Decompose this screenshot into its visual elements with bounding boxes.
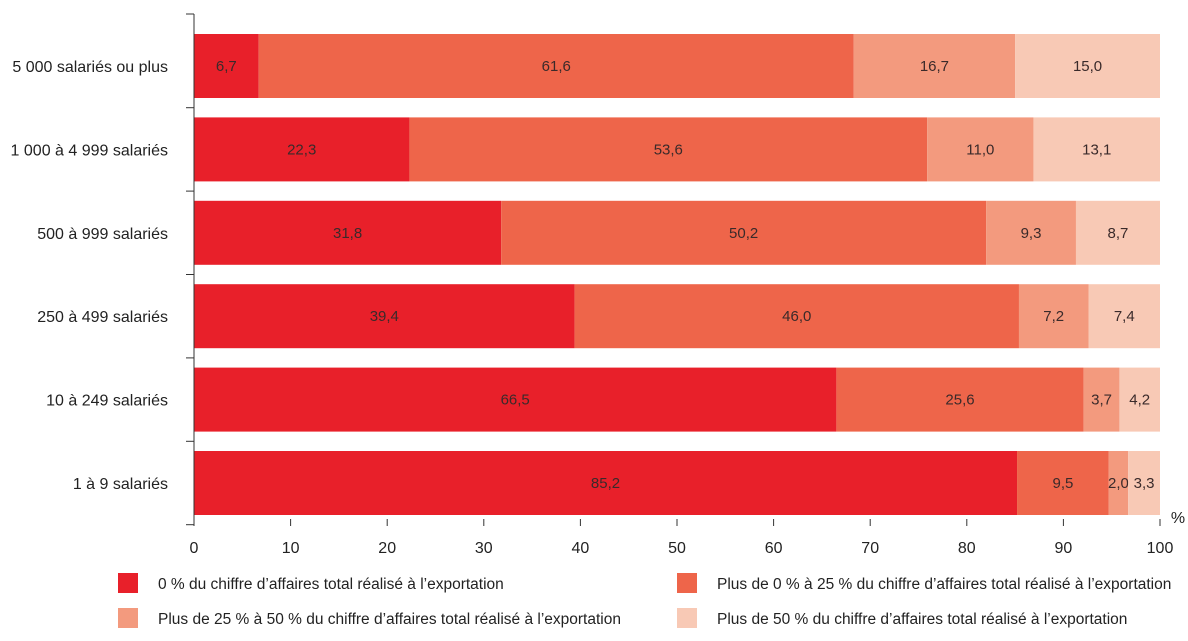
bar-segment [501,200,987,265]
data-label: 15,0 [1073,58,1102,75]
bar-segment [1083,367,1120,432]
bar-segment [853,34,1016,98]
bar-segment [194,34,259,98]
bar-segment [986,200,1076,265]
data-label: 3,7 [1091,392,1112,409]
data-label: 9,3 [1021,225,1042,242]
data-label: 13,1 [1082,141,1111,158]
bar-segment [194,451,1018,515]
data-label: 85,2 [591,475,620,492]
data-label: 61,6 [542,58,571,75]
x-tick-label: 80 [958,540,976,557]
bar-segment [194,117,410,182]
x-tick-label: 50 [668,540,686,557]
x-tick-label: 30 [475,540,493,557]
x-tick-label: 70 [861,540,879,557]
data-label: 7,2 [1043,308,1064,325]
bar-segment [194,200,502,265]
legend-swatch [677,608,697,628]
data-label: 22,3 [287,141,316,158]
data-label: 31,8 [333,225,362,242]
bar-segment [1119,367,1160,432]
data-label: 4,2 [1129,392,1150,409]
data-label: 7,4 [1114,308,1135,325]
data-label: 39,4 [370,308,399,325]
bar-segment [574,284,1019,349]
data-label: 16,7 [920,58,949,75]
bar-segment [194,284,575,349]
bar-segment [1033,117,1160,182]
bars-layer: 6,7 61,6 16,7 15,0 22,3 53,6 11,0 13,1 31,8 50,2 9… [194,34,1160,515]
data-label: 3,3 [1134,475,1155,492]
data-label: 2,0 [1108,475,1129,492]
bar-segment [1088,284,1160,349]
axes-layer: 5 000 salariés ou plus 1 000 à 4 999 sala… [11,13,1185,557]
x-tick-label: 60 [765,540,783,557]
x-tick-label: 90 [1055,540,1073,557]
data-label: 25,6 [945,392,974,409]
legend-swatch [677,573,697,593]
category-label: 500 à 999 salariés [37,226,168,243]
bar-segment [1108,451,1129,515]
data-label: 50,2 [729,225,758,242]
data-label: 9,5 [1052,475,1073,492]
bar-segment [927,117,1034,182]
category-label: 10 à 249 salariés [46,393,168,410]
legend-swatch [118,573,138,593]
bar-segment [1017,451,1109,515]
bar-segment [194,367,837,432]
data-label: 46,0 [782,308,811,325]
legend-label: Plus de 0 % à 25 % du chiffre d’affaires… [717,576,1171,593]
bar-segment [1015,34,1160,98]
category-label: 250 à 499 salariés [37,309,168,326]
category-label: 5 000 salariés ou plus [12,59,168,76]
bar-segment [1018,284,1089,349]
legend-label: Plus de 50 % du chiffre d’affaires total… [717,611,1127,628]
x-tick-label: 40 [572,540,590,557]
legend-label: 0 % du chiffre d’affaires total réalisé … [158,576,504,593]
x-tick-label: 100 [1147,540,1174,557]
bar-segment [1128,451,1160,515]
bar-segment [409,117,928,182]
data-label: 6,7 [216,58,237,75]
data-label: 53,6 [654,141,683,158]
x-tick-label: 10 [282,540,300,557]
bar-segment [836,367,1084,432]
category-label: 1 000 à 4 999 salariés [11,142,168,159]
legend-swatch [118,608,138,628]
data-label: 66,5 [501,392,530,409]
legend-label: Plus de 25 % à 50 % du chiffre d’affaire… [158,611,621,628]
x-axis-unit: % [1171,510,1185,527]
x-tick-label: 0 [190,540,199,557]
category-label: 1 à 9 salariés [73,476,168,493]
data-label: 11,0 [966,141,994,158]
bar-segment [258,34,854,98]
data-label: 8,7 [1108,225,1129,242]
bar-segment [1075,200,1160,265]
legend: 0 % du chiffre d’affaires total réalisé … [118,573,1171,628]
x-tick-label: 20 [378,540,396,557]
